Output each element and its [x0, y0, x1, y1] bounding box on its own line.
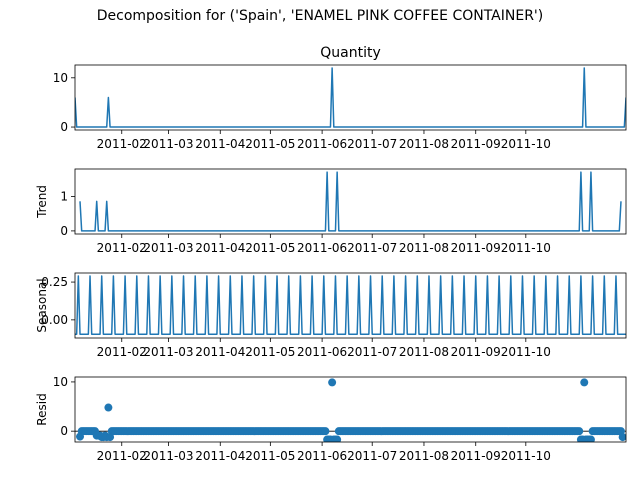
x-tick-label: 2011-06: [297, 345, 347, 359]
resid-point: [580, 378, 589, 387]
x-tick-label: 2011-04: [195, 137, 245, 151]
axes-frame: [74, 64, 627, 131]
resid-point: [586, 435, 595, 442]
series-group: [75, 67, 626, 128]
x-tick-label: 2011-08: [399, 137, 449, 151]
x-tick-label: 2011-09: [451, 449, 501, 463]
series-group: [79, 171, 622, 232]
resid-point: [333, 435, 342, 442]
resid-point: [328, 378, 337, 387]
x-tick-label: 2011-10: [501, 449, 551, 463]
x-tick-label: 2011-07: [347, 137, 397, 151]
x-tick-label: 2011-09: [451, 241, 501, 255]
x-tick-label: 2011-05: [245, 345, 295, 359]
x-tick-label: 2011-03: [143, 241, 193, 255]
x-tick-label: 2011-09: [451, 137, 501, 151]
x-tick-label: 2011-08: [399, 345, 449, 359]
x-tick-label: 2011-02: [97, 449, 147, 463]
series-line: [75, 275, 626, 335]
y-axis-label: Resid: [35, 393, 49, 425]
axes-frame: [74, 168, 627, 235]
y-axis-label: Seasonal: [35, 278, 49, 332]
x-tick-label: 2011-05: [245, 241, 295, 255]
resid-point: [321, 427, 330, 436]
y-tick-label: 0: [60, 224, 68, 238]
x-tick-label: 2011-10: [501, 241, 551, 255]
y-tick-label: 0: [60, 120, 68, 134]
x-tick-label: 2011-07: [347, 241, 397, 255]
x-tick-label: 2011-08: [399, 241, 449, 255]
y-tick-label: 0.00: [41, 313, 68, 327]
x-tick-label: 2011-10: [501, 345, 551, 359]
x-tick-label: 2011-05: [245, 137, 295, 151]
x-tick-label: 2011-06: [297, 137, 347, 151]
x-tick-label: 2011-02: [97, 345, 147, 359]
x-tick-label: 2011-06: [297, 241, 347, 255]
x-tick-label: 2011-04: [195, 345, 245, 359]
series-group: [75, 275, 626, 335]
y-tick-label: 0.25: [41, 275, 68, 289]
x-tick-label: 2011-08: [399, 449, 449, 463]
axes-frame: [74, 272, 627, 339]
y-axis-label: Trend: [35, 185, 49, 219]
resid-point: [104, 403, 113, 412]
x-tick-label: 2011-10: [501, 137, 551, 151]
x-tick-label: 2011-03: [143, 137, 193, 151]
series-line: [75, 67, 626, 128]
x-tick-label: 2011-04: [195, 241, 245, 255]
x-tick-label: 2011-02: [97, 241, 147, 255]
series-group: [75, 378, 626, 442]
x-tick-label: 2011-04: [195, 449, 245, 463]
y-tick-label: 1: [60, 190, 68, 204]
x-tick-label: 2011-03: [143, 449, 193, 463]
x-tick-label: 2011-07: [347, 345, 397, 359]
y-tick-label: 10: [53, 71, 68, 85]
y-tick-label: 10: [53, 375, 68, 389]
figure-suptitle: Decomposition for ('Spain', 'ENAMEL PINK…: [96, 8, 544, 24]
series-line: [79, 171, 622, 232]
axes-frame: [74, 376, 627, 443]
y-tick-label: 0: [60, 424, 68, 438]
subplot-title: Quantity: [320, 45, 381, 61]
x-tick-label: 2011-03: [143, 345, 193, 359]
x-tick-label: 2011-09: [451, 345, 501, 359]
x-tick-label: 2011-05: [245, 449, 295, 463]
x-tick-label: 2011-02: [97, 137, 147, 151]
resid-point: [575, 427, 584, 436]
resid-point: [618, 433, 626, 442]
x-tick-label: 2011-06: [297, 449, 347, 463]
x-tick-label: 2011-07: [347, 449, 397, 463]
